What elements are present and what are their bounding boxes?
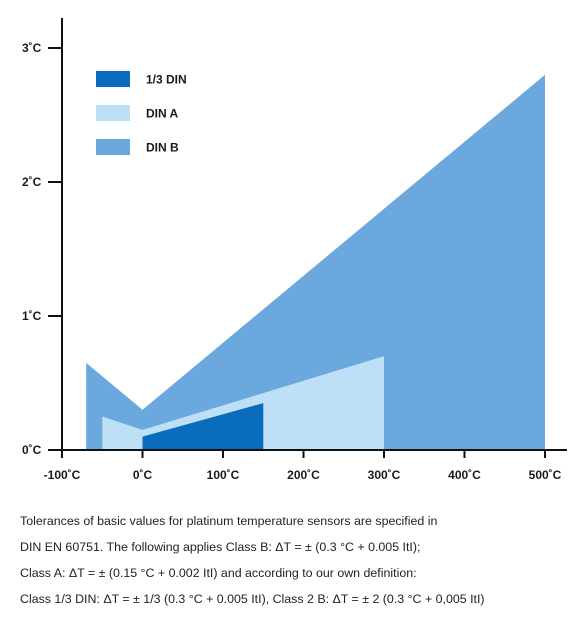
axes: 0˚C1˚C2˚C3˚C-100˚C 0˚C 100˚C 200˚C 300˚C 400˚…: [22, 18, 567, 482]
x-tick-label: 500˚C: [529, 468, 562, 482]
y-tick-label: 2˚C: [22, 175, 42, 189]
area-din-b: [86, 74, 545, 451]
x-tick-label: 100˚C: [207, 468, 240, 482]
legend-swatch: [96, 139, 130, 155]
y-tick-label: 0˚C: [22, 443, 42, 457]
legend: 1/3 DIN DIN A DIN B: [96, 71, 187, 155]
legend-swatch: [96, 105, 130, 121]
caption-line: Tolerances of basic values for platinum …: [20, 514, 438, 528]
x-tick-label: 0˚C: [133, 468, 153, 482]
x-tick-label: -100˚C: [44, 468, 81, 482]
series-areas: [86, 74, 545, 451]
legend-label: DIN B: [146, 141, 179, 155]
x-tick-label: 300˚C: [368, 468, 401, 482]
y-tick-label: 3˚C: [22, 41, 42, 55]
caption-line: DIN EN 60751. The following applies Clas…: [20, 540, 421, 554]
x-tick-label: 400˚C: [448, 468, 481, 482]
tolerance-chart: 0˚C1˚C2˚C3˚C-100˚C 0˚C 100˚C 200˚C 300˚C 400˚…: [22, 18, 567, 482]
caption-line: Class A: ΔT = ± (0.15 °C + 0.002 ItI) an…: [20, 566, 417, 580]
caption-line: Class 1/3 DIN: ΔT = ± 1/3 (0.3 °C + 0.00…: [20, 592, 485, 606]
y-tick-label: 1˚C: [22, 309, 42, 323]
caption: Tolerances of basic values for platinum …: [20, 508, 580, 612]
area-din-a: [102, 356, 385, 450]
legend-label: DIN A: [146, 107, 179, 121]
legend-label: 1/3 DIN: [146, 73, 187, 87]
area-1-3-din: [142, 403, 264, 450]
x-tick-label: 200˚C: [287, 468, 320, 482]
legend-swatch: [96, 71, 130, 87]
